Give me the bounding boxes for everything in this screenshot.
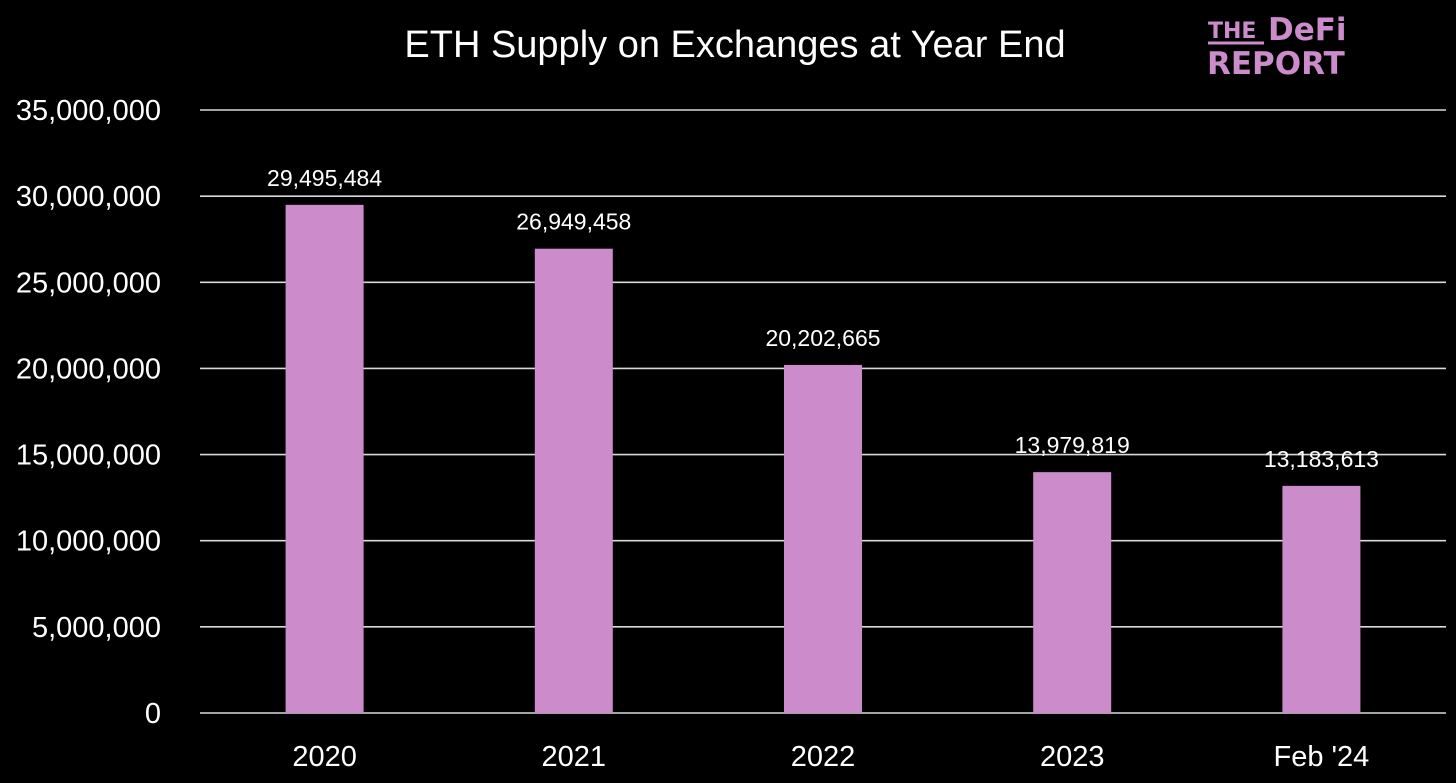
x-category-label-4: Feb '24 xyxy=(1273,741,1369,773)
x-category-label-3: 2023 xyxy=(1040,741,1105,773)
y-tick-label-3: 15,000,000 xyxy=(16,440,161,472)
y-tick-label-0: 0 xyxy=(145,698,161,730)
y-tick-label-4: 20,000,000 xyxy=(16,353,161,385)
y-tick-label-2: 10,000,000 xyxy=(16,526,161,558)
data-label-0: 29,495,484 xyxy=(267,165,382,191)
defi-report-logo: THE DeFi REPORT xyxy=(1207,12,1347,82)
data-label-4: 13,183,613 xyxy=(1264,446,1379,472)
data-label-3: 13,979,819 xyxy=(1015,432,1130,458)
y-tick-label-5: 25,000,000 xyxy=(16,267,161,299)
data-label-1: 26,949,458 xyxy=(516,209,631,235)
data-label-2: 20,202,665 xyxy=(765,325,880,351)
logo-defi: DeFi xyxy=(1268,12,1347,48)
x-axis-category-labels: 2020 2021 2022 2023 Feb '24 xyxy=(292,741,1369,773)
bar-2022 xyxy=(784,364,862,713)
y-tick-label-7: 35,000,000 xyxy=(16,95,161,127)
logo-the: THE xyxy=(1208,19,1256,44)
logo-report: REPORT xyxy=(1207,46,1345,82)
bar-2021 xyxy=(534,248,613,713)
bar-feb-24 xyxy=(1282,485,1361,713)
y-axis-tick-labels: 0 5,000,000 10,000,000 15,000,000 20,000,000… xyxy=(16,95,161,730)
chart-title: ETH Supply on Exchanges at Year End xyxy=(404,24,1065,66)
bar-2020 xyxy=(285,204,364,713)
x-category-label-2: 2022 xyxy=(791,741,856,773)
bar-2023 xyxy=(1033,472,1112,713)
data-labels: 29,495,484 26,949,458 20,202,665 13,979,819… xyxy=(267,165,1379,472)
x-category-label-1: 2021 xyxy=(542,741,607,773)
y-tick-label-1: 5,000,000 xyxy=(32,612,161,644)
y-tick-label-6: 30,000,000 xyxy=(16,181,161,213)
x-category-label-0: 2020 xyxy=(292,741,357,773)
bars xyxy=(285,204,1361,713)
